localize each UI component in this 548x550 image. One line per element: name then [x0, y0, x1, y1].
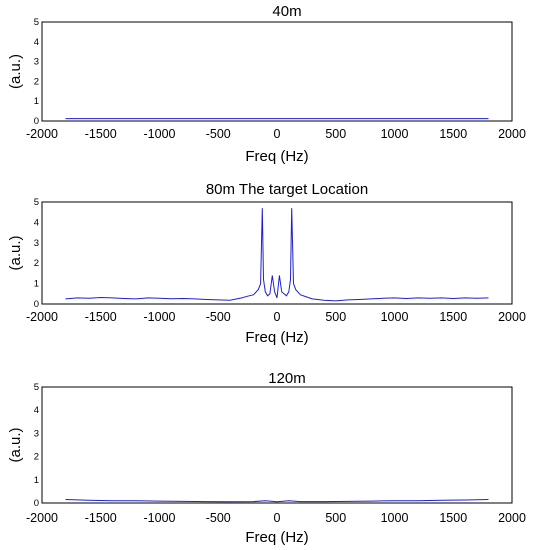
y-tick-label: 5: [34, 197, 39, 208]
spectrum-line: [65, 499, 489, 503]
x-tick-label: -2000: [26, 511, 58, 525]
y-tick-label: 5: [34, 17, 39, 28]
y-axis-label: (a.u.): [7, 235, 24, 270]
x-tick-label: -1000: [144, 310, 176, 324]
x-tick-label: -500: [206, 310, 231, 324]
chart-title: 120m: [268, 370, 306, 387]
x-tick-label: 1500: [439, 511, 467, 525]
y-tick-label: 0: [34, 299, 39, 310]
x-tick-label: -1500: [85, 127, 117, 141]
subplot-3: 120m -2000 -1500 -1000 -500 0 500 1000 1500 2000 0…: [7, 370, 526, 546]
y-tick-label: 2: [34, 76, 39, 87]
y-tick-label: 2: [34, 258, 39, 269]
y-tick-label: 5: [34, 382, 39, 393]
x-tick-label: 2000: [498, 511, 526, 525]
y-axis-label: (a.u.): [7, 427, 24, 462]
y-tick-label: 3: [34, 238, 39, 249]
x-tick-label: 500: [325, 511, 346, 525]
subplot-2: 80m The target Location -2000 -1500 -1000 -5…: [7, 181, 526, 346]
x-tick-label: 1500: [439, 310, 467, 324]
x-tick-label: -1500: [85, 511, 117, 525]
y-tick-label: 1: [34, 279, 39, 290]
chart-title: 40m: [272, 3, 301, 20]
y-tick-label: 0: [34, 498, 39, 509]
x-tick-label: 0: [274, 310, 281, 324]
subplot-1: 40m -2000 -1500 -1000 -500 0 500 1000 1500 2000 0 1…: [7, 3, 526, 165]
y-tick-label: 3: [34, 428, 39, 439]
plot-frame: [41, 21, 513, 122]
x-tick-label: -1500: [85, 310, 117, 324]
y-tick-label: 4: [34, 37, 39, 48]
y-tick-label: 1: [34, 475, 39, 486]
x-tick-label: -500: [206, 511, 231, 525]
x-tick-label: 500: [325, 310, 346, 324]
x-tick-label: 2000: [498, 310, 526, 324]
x-axis-label: Freq (Hz): [245, 148, 308, 165]
x-axis-label: Freq (Hz): [245, 329, 308, 346]
x-tick-label: 500: [325, 127, 346, 141]
plot-frame: [41, 386, 513, 504]
x-tick-label: -2000: [26, 127, 58, 141]
y-axis-label: (a.u.): [7, 54, 24, 89]
spectrum-line: [65, 208, 489, 302]
x-tick-label: 1000: [381, 511, 409, 525]
x-tick-label: 1000: [381, 127, 409, 141]
x-tick-label: 0: [274, 127, 281, 141]
x-axis-label: Freq (Hz): [245, 529, 308, 546]
x-tick-label: -2000: [26, 310, 58, 324]
x-tick-label: -1000: [144, 127, 176, 141]
x-tick-label: 2000: [498, 127, 526, 141]
x-tick-label: 1000: [381, 310, 409, 324]
x-tick-label: 1500: [439, 127, 467, 141]
x-tick-label: -1000: [144, 511, 176, 525]
y-tick-label: 4: [34, 217, 39, 228]
y-tick-label: 0: [34, 116, 39, 127]
x-tick-label: -500: [206, 127, 231, 141]
chart-title: 80m The target Location: [206, 181, 368, 198]
y-tick-label: 3: [34, 57, 39, 68]
y-tick-label: 4: [34, 405, 39, 416]
x-tick-label: 0: [274, 511, 281, 525]
y-tick-label: 2: [34, 452, 39, 463]
y-tick-label: 1: [34, 96, 39, 107]
plot-frame: [41, 201, 513, 305]
